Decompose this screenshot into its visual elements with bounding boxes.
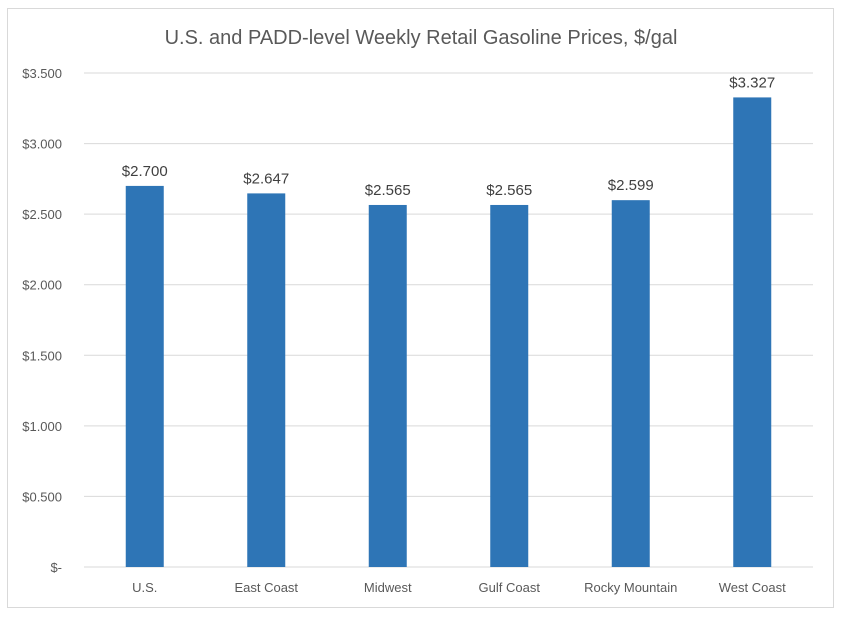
bar xyxy=(611,200,650,567)
data-label: $2.565 xyxy=(365,182,411,199)
x-tick-label: Gulf Coast xyxy=(479,580,541,595)
data-label: $2.647 xyxy=(243,170,289,187)
y-tick-label: $3.500 xyxy=(22,66,62,81)
data-label: $2.700 xyxy=(122,163,168,180)
x-tick-label: Rocky Mountain xyxy=(584,580,677,595)
y-tick-label: $3.000 xyxy=(22,137,62,152)
data-label: $3.327 xyxy=(729,74,775,91)
x-tick-label: West Coast xyxy=(719,580,786,595)
y-tick-label: $2.000 xyxy=(22,278,62,293)
bar xyxy=(733,97,772,567)
x-tick-label: U.S. xyxy=(132,580,157,595)
y-tick-label: $1.000 xyxy=(22,419,62,434)
y-tick-label: $0.500 xyxy=(22,489,62,504)
data-label: $2.565 xyxy=(486,182,532,199)
y-tick-label: $2.500 xyxy=(22,207,62,222)
chart-title: U.S. and PADD-level Weekly Retail Gasoli… xyxy=(165,27,678,49)
x-tick-label: Midwest xyxy=(364,580,412,595)
y-tick-label: $1.500 xyxy=(22,348,62,363)
bar xyxy=(368,204,407,567)
bar xyxy=(490,204,529,567)
y-tick-label: $- xyxy=(50,560,62,575)
data-label: $2.599 xyxy=(608,177,654,194)
bar xyxy=(125,185,164,567)
bar xyxy=(247,193,286,568)
x-tick-label: East Coast xyxy=(234,580,298,595)
